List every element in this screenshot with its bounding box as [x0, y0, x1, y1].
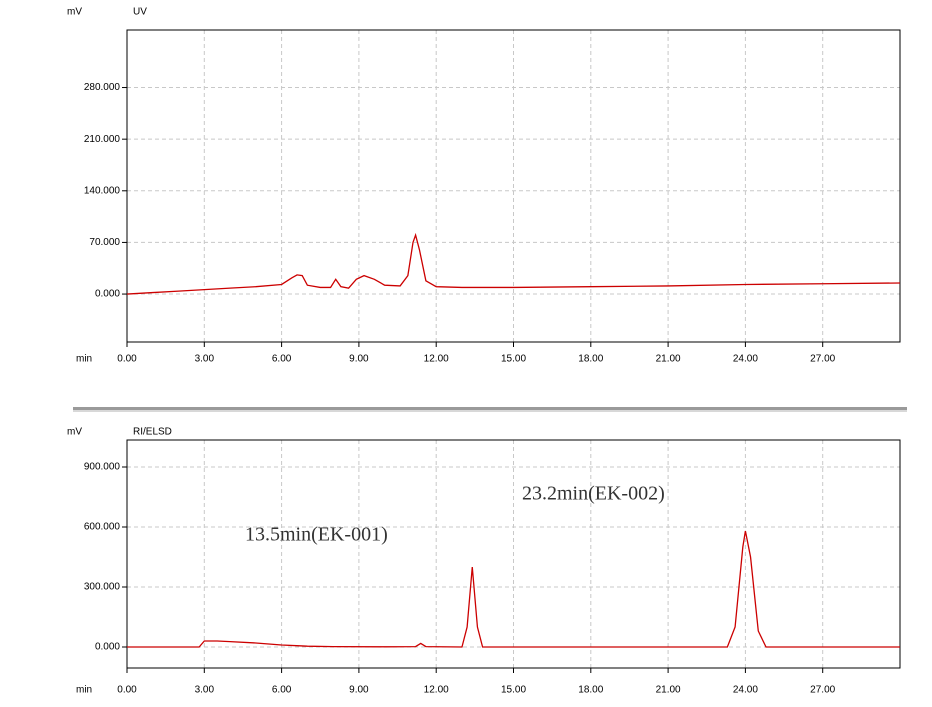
x-tick-label: 18.00 [578, 354, 603, 365]
x-tick-label: 21.00 [656, 685, 681, 696]
x-tick-label: 6.00 [272, 354, 292, 365]
x-tick-label: 27.00 [810, 354, 835, 365]
y-tick-label: 210.000 [84, 134, 121, 145]
x-tick-label: 27.00 [810, 685, 835, 696]
y-tick-label: 280.000 [84, 82, 121, 93]
x-tick-label: 18.00 [578, 685, 603, 696]
trace [126, 232, 901, 295]
y-unit: mV [67, 7, 82, 18]
plot-frame [126, 29, 901, 343]
panel-separator [73, 407, 907, 410]
x-tick-label: 24.00 [733, 685, 758, 696]
y-tick-label: 600.000 [84, 522, 121, 533]
x-unit: min [76, 685, 92, 696]
x-tick-label: 3.00 [195, 354, 215, 365]
trace [127, 530, 900, 648]
chart-title: UV [133, 7, 147, 18]
x-tick-label: 3.00 [195, 685, 215, 696]
x-tick-label: 0.00 [117, 354, 137, 365]
y-tick-label: 0.000 [95, 289, 120, 300]
plot-frame [126, 439, 901, 669]
y-unit: mV [67, 427, 82, 438]
y-tick-label: 900.000 [84, 462, 121, 473]
x-tick-label: 24.00 [733, 354, 758, 365]
x-tick-label: 6.00 [272, 685, 292, 696]
x-tick-label: 21.00 [656, 354, 681, 365]
y-tick-label: 70.000 [89, 237, 120, 248]
x-tick-label: 15.00 [501, 685, 526, 696]
x-tick-label: 15.00 [501, 354, 526, 365]
x-tick-label: 12.00 [424, 685, 449, 696]
y-tick-label: 140.000 [84, 185, 121, 196]
y-tick-label: 0.000 [95, 642, 120, 653]
x-unit: min [76, 354, 92, 365]
panel-separator-shadow [73, 410, 907, 412]
y-tick-label: 300.000 [84, 582, 121, 593]
x-tick-label: 9.00 [349, 685, 369, 696]
peak-annotation: 13.5min(EK-001) [245, 524, 388, 546]
x-tick-label: 0.00 [117, 685, 137, 696]
x-tick-label: 12.00 [424, 354, 449, 365]
peak-annotation: 23.2min(EK-002) [522, 483, 665, 505]
chart-title: RI/ELSD [133, 427, 172, 438]
x-tick-label: 9.00 [349, 354, 369, 365]
